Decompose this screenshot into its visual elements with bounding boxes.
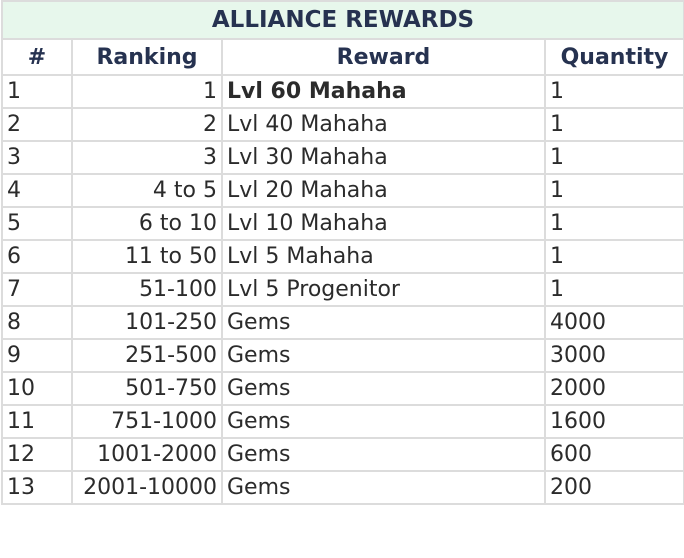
table-title: ALLIANCE REWARDS: [1, 0, 684, 40]
ranking-cell: 751-1000: [71, 404, 223, 439]
ranking-cell: 3: [71, 140, 223, 175]
row-number-cell: 11: [1, 404, 73, 439]
reward-cell: Gems: [221, 470, 546, 505]
row-number-cell: 5: [1, 206, 73, 241]
table-row: 2 2 Lvl 40 Mahaha 1: [1, 107, 684, 142]
reward-cell: Gems: [221, 437, 546, 472]
table-body: 1 1 Lvl 60 Mahaha 1 2 2 Lvl 40 Mahaha 1 3 3 Lvl 30…: [1, 74, 684, 505]
reward-cell: Lvl 5 Mahaha: [221, 239, 546, 274]
row-number-cell: 2: [1, 107, 73, 142]
quantity-cell: 3000: [544, 338, 684, 373]
ranking-cell: 4 to 5: [71, 173, 223, 208]
table-row: 7 51-100 Lvl 5 Progenitor 1: [1, 272, 684, 307]
table-row: 10 501-750 Gems 2000: [1, 371, 684, 406]
table-row: 8 101-250 Gems 4000: [1, 305, 684, 340]
reward-cell: Lvl 10 Mahaha: [221, 206, 546, 241]
quantity-cell: 200: [544, 470, 684, 505]
row-number-cell: 1: [1, 74, 73, 109]
quantity-cell: 2000: [544, 371, 684, 406]
alliance-rewards-table: ALLIANCE REWARDS # Ranking Reward Quanti…: [1, 0, 684, 505]
ranking-cell: 501-750: [71, 371, 223, 406]
reward-cell: Lvl 30 Mahaha: [221, 140, 546, 175]
quantity-cell: 1: [544, 173, 684, 208]
row-number-cell: 3: [1, 140, 73, 175]
table-row: 11 751-1000 Gems 1600: [1, 404, 684, 439]
row-number-cell: 13: [1, 470, 73, 505]
ranking-cell: 2: [71, 107, 223, 142]
ranking-cell: 1: [71, 74, 223, 109]
table-row: 13 2001-10000 Gems 200: [1, 470, 684, 505]
reward-cell: Lvl 5 Progenitor: [221, 272, 546, 307]
reward-cell: Gems: [221, 305, 546, 340]
quantity-cell: 600: [544, 437, 684, 472]
row-number-cell: 7: [1, 272, 73, 307]
quantity-cell: 1600: [544, 404, 684, 439]
quantity-cell: 1: [544, 272, 684, 307]
reward-cell: Lvl 60 Mahaha: [221, 74, 546, 109]
ranking-cell: 1001-2000: [71, 437, 223, 472]
ranking-cell: 6 to 10: [71, 206, 223, 241]
reward-cell: Gems: [221, 371, 546, 406]
row-number-cell: 8: [1, 305, 73, 340]
quantity-cell: 1: [544, 107, 684, 142]
row-number-cell: 9: [1, 338, 73, 373]
table-row: 9 251-500 Gems 3000: [1, 338, 684, 373]
title-row: ALLIANCE REWARDS: [1, 0, 684, 40]
reward-cell: Gems: [221, 338, 546, 373]
reward-cell: Gems: [221, 404, 546, 439]
row-number-cell: 4: [1, 173, 73, 208]
table-row: 1 1 Lvl 60 Mahaha 1: [1, 74, 684, 109]
quantity-cell: 1: [544, 140, 684, 175]
reward-cell: Lvl 20 Mahaha: [221, 173, 546, 208]
row-number-cell: 10: [1, 371, 73, 406]
table-row: 3 3 Lvl 30 Mahaha 1: [1, 140, 684, 175]
ranking-cell: 251-500: [71, 338, 223, 373]
quantity-cell: 1: [544, 239, 684, 274]
ranking-cell: 2001-10000: [71, 470, 223, 505]
table-row: 12 1001-2000 Gems 600: [1, 437, 684, 472]
header-row: # Ranking Reward Quantity: [1, 38, 684, 76]
ranking-cell: 51-100: [71, 272, 223, 307]
header-quantity: Quantity: [544, 38, 684, 76]
header-ranking: Ranking: [71, 38, 223, 76]
table-row: 6 11 to 50 Lvl 5 Mahaha 1: [1, 239, 684, 274]
ranking-cell: 11 to 50: [71, 239, 223, 274]
quantity-cell: 4000: [544, 305, 684, 340]
quantity-cell: 1: [544, 74, 684, 109]
ranking-cell: 101-250: [71, 305, 223, 340]
header-reward: Reward: [221, 38, 546, 76]
row-number-cell: 6: [1, 239, 73, 274]
quantity-cell: 1: [544, 206, 684, 241]
header-number: #: [1, 38, 73, 76]
reward-cell: Lvl 40 Mahaha: [221, 107, 546, 142]
row-number-cell: 12: [1, 437, 73, 472]
